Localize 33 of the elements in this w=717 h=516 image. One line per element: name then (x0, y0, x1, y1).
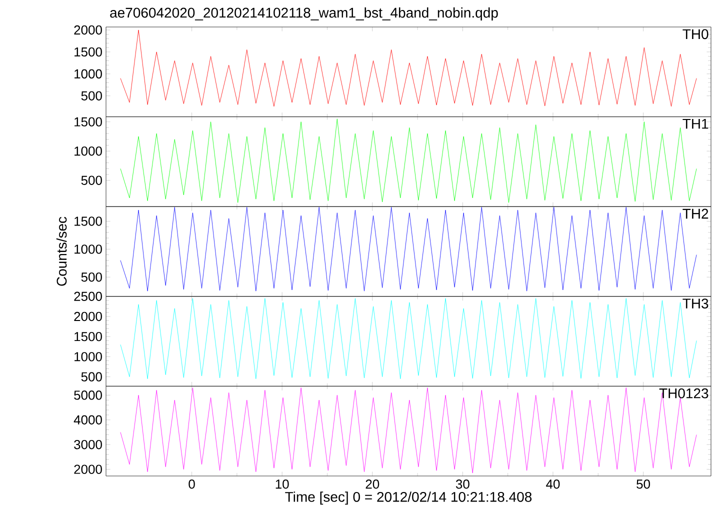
y-tick-label: 1500 (74, 47, 102, 57)
chart-title: ae706042020_20120214102118_wam1_bst_4band_nobin.qdp (110, 7, 498, 20)
x-tick-label: 20 (366, 480, 380, 489)
y-tick-label: 500 (81, 91, 102, 100)
y-tick-label: 500 (81, 176, 102, 185)
y-tick-label: 1000 (74, 146, 102, 156)
y-tick-label: 3000 (74, 440, 102, 450)
y-tick-label: 1500 (74, 216, 102, 226)
series-label: TH2 (682, 208, 708, 219)
x-axis-title: Time [sec] 0 = 2012/02/14 10:21:18.408 (285, 492, 532, 505)
y-tick-label: 2000 (74, 312, 102, 322)
y-tick-label: 500 (81, 272, 102, 282)
y-tick-label: 1500 (74, 117, 102, 126)
y-tick-label: 4000 (74, 415, 102, 424)
series-label: TH1 (682, 118, 708, 129)
x-tick-label: 0 (188, 480, 195, 489)
series-label: TH3 (682, 298, 708, 308)
x-tick-label: 50 (636, 480, 650, 489)
y-tick-label: 2500 (74, 292, 102, 301)
y-tick-label: 1000 (74, 69, 102, 78)
series-label: TH0123 (659, 388, 708, 398)
y-tick-label: 2000 (74, 25, 102, 35)
y-tick-label: 1000 (74, 352, 102, 362)
x-tick-label: 40 (546, 480, 560, 489)
x-tick-label: 30 (456, 480, 470, 489)
y-tick-label: 1500 (74, 332, 102, 342)
x-tick-label: 10 (276, 480, 289, 489)
y-tick-label: 5000 (74, 390, 102, 400)
y-tick-label: 1000 (74, 244, 102, 254)
series-label: TH0 (682, 29, 708, 40)
y-tick-label: 2000 (74, 464, 102, 474)
y-tick-label: 500 (81, 372, 102, 382)
y-axis-title: Counts/sec (56, 216, 67, 286)
